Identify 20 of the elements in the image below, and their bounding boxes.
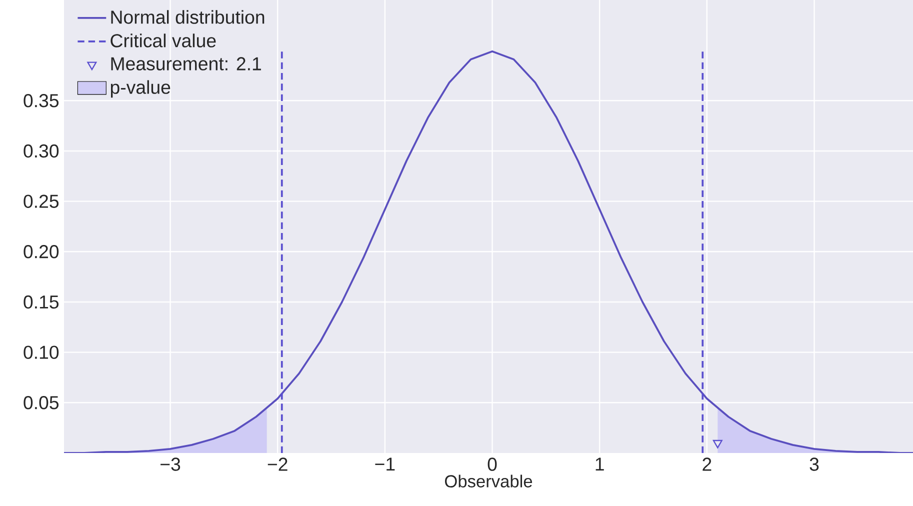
- x-tick-label: 3: [810, 458, 819, 471]
- legend-label: p-value: [110, 80, 170, 98]
- legend-label: Measurement: 2.1: [111, 57, 261, 70]
- x-tick-label: 2: [702, 458, 712, 471]
- x-tick-label: 0: [488, 458, 497, 471]
- y-tick-label: 0.20: [24, 245, 59, 258]
- y-tick-label: 0.35: [24, 94, 59, 108]
- legend-label: Critical value: [110, 34, 216, 48]
- x-tick-label: −1: [375, 458, 395, 471]
- y-tick-label: 0.15: [24, 295, 59, 309]
- y-tick-label: 0.25: [24, 194, 59, 208]
- x-tick-label: −3: [160, 458, 180, 471]
- legend-label: Normal distribution: [111, 10, 264, 24]
- y-tick-label: 0.05: [24, 396, 59, 410]
- x-tick-label: −2: [268, 458, 288, 471]
- line-series: [64, 50, 913, 453]
- y-tick-label: 0.30: [24, 144, 59, 158]
- x-tick-label: 1: [596, 458, 604, 471]
- y-tick-label: 0.10: [24, 346, 59, 359]
- x-axis-title: Observable: [445, 474, 532, 488]
